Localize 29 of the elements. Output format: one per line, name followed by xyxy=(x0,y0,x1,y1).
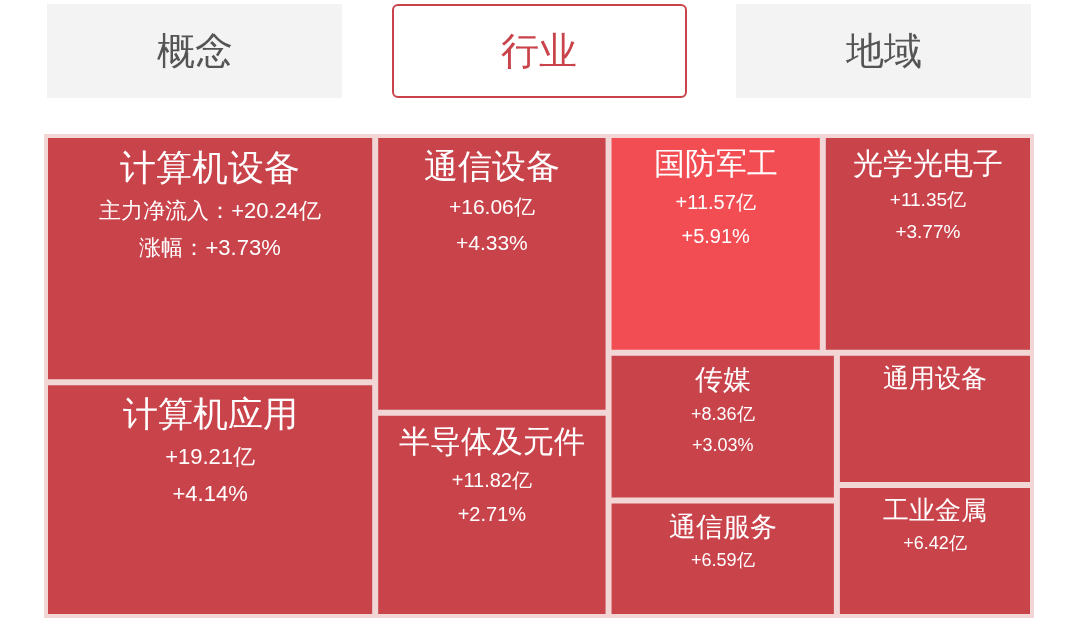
data-label: +16.06亿 xyxy=(448,195,535,219)
data-label: 涨幅：+3.73% xyxy=(139,235,281,261)
data-label: +5.91% xyxy=(681,224,751,247)
data-label: +2.71% xyxy=(457,502,527,525)
data-label: +3.03% xyxy=(691,434,754,455)
category-label: 通信服务 xyxy=(668,511,777,542)
data-label: +11.35亿 xyxy=(889,189,967,211)
category-label: 计算机应用 xyxy=(122,394,298,434)
data-label: +11.57亿 xyxy=(675,190,756,213)
category-label: 光学光电子 xyxy=(852,146,1003,180)
data-label: +11.82亿 xyxy=(451,468,532,491)
category-label: 国防军工 xyxy=(653,146,778,182)
data-label: +3.77% xyxy=(895,221,961,243)
text: 概念 xyxy=(47,4,342,98)
data-label: +8.36亿 xyxy=(690,403,755,424)
category-label: 工业金属 xyxy=(882,495,987,526)
data-label: +4.14% xyxy=(172,481,248,507)
text: 地域 xyxy=(736,4,1031,98)
data-label: +6.59亿 xyxy=(690,550,755,571)
data-label: +4.33% xyxy=(455,230,528,254)
data-label: +6.42亿 xyxy=(903,533,967,554)
category-label: 通用设备 xyxy=(882,363,987,394)
category-label: 传媒 xyxy=(694,364,751,396)
text: 行业 xyxy=(391,4,687,98)
category-label: 半导体及元件 xyxy=(398,424,585,460)
category-label: 通信设备 xyxy=(423,146,560,185)
data-label: 主力净流入：+20.24亿 xyxy=(99,197,322,223)
category-label: 计算机设备 xyxy=(120,146,301,188)
data-label: +19.21亿 xyxy=(165,443,256,469)
